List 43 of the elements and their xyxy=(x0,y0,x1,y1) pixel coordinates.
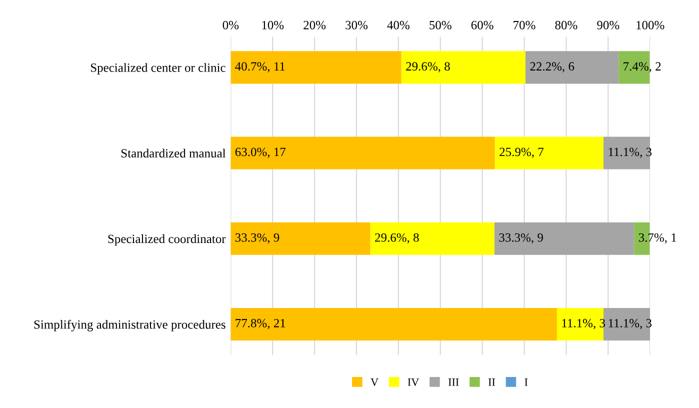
data-label: 11.1%, 3 xyxy=(608,318,652,330)
legend-label: III xyxy=(448,378,459,386)
data-label: 63.0%, 17 xyxy=(235,148,286,158)
data-label: 29.6%, 8 xyxy=(375,233,419,244)
bar xyxy=(230,308,557,340)
data-label: 11.1%, 3 xyxy=(608,148,652,158)
y-tick-label: Specialized center or clinic xyxy=(90,63,226,74)
bar xyxy=(494,136,604,170)
legend-label: V xyxy=(370,378,378,386)
data-label: 25.9%, 7 xyxy=(500,148,544,158)
bar xyxy=(494,222,634,255)
bar xyxy=(230,222,370,255)
x-tick-label: 50% xyxy=(430,20,452,30)
bar xyxy=(401,51,526,84)
bar xyxy=(556,308,604,340)
x-tick-label: 40% xyxy=(387,20,410,30)
data-label: 29.6%, 8 xyxy=(406,62,450,72)
data-label: 33.3%, 9 xyxy=(235,233,280,244)
data-label: 22.2%, 6 xyxy=(530,62,574,72)
bar xyxy=(604,136,650,170)
bar xyxy=(230,51,402,84)
x-tick-label: 80% xyxy=(555,20,578,30)
bar xyxy=(230,136,495,170)
x-tick-label: 10% xyxy=(262,20,284,30)
bar xyxy=(370,222,494,255)
x-tick-label: 70% xyxy=(514,20,536,30)
y-tick-label: Specialized coordinator xyxy=(108,234,226,246)
x-tick-label: 20% xyxy=(304,20,326,30)
data-label: 77.8%, 21 xyxy=(236,318,286,330)
legend-label: IV xyxy=(408,378,420,386)
data-label: 40.7%, 11 xyxy=(235,62,285,72)
bar xyxy=(526,51,619,84)
data-label: 33.3%, 9 xyxy=(499,233,543,244)
x-tick-label: 60% xyxy=(471,20,494,30)
bar xyxy=(604,308,650,340)
x-tick-label: 0% xyxy=(222,20,239,30)
x-tick-label: 90% xyxy=(597,20,620,30)
x-tick-label: 30% xyxy=(346,20,368,30)
legend-label: I xyxy=(524,378,528,386)
y-tick-label: Standardized manual xyxy=(121,148,226,158)
legend-label: II xyxy=(488,378,496,386)
x-tick-label: 100% xyxy=(636,20,664,30)
y-tick-label: Simplifying administrative procedures xyxy=(34,320,226,332)
